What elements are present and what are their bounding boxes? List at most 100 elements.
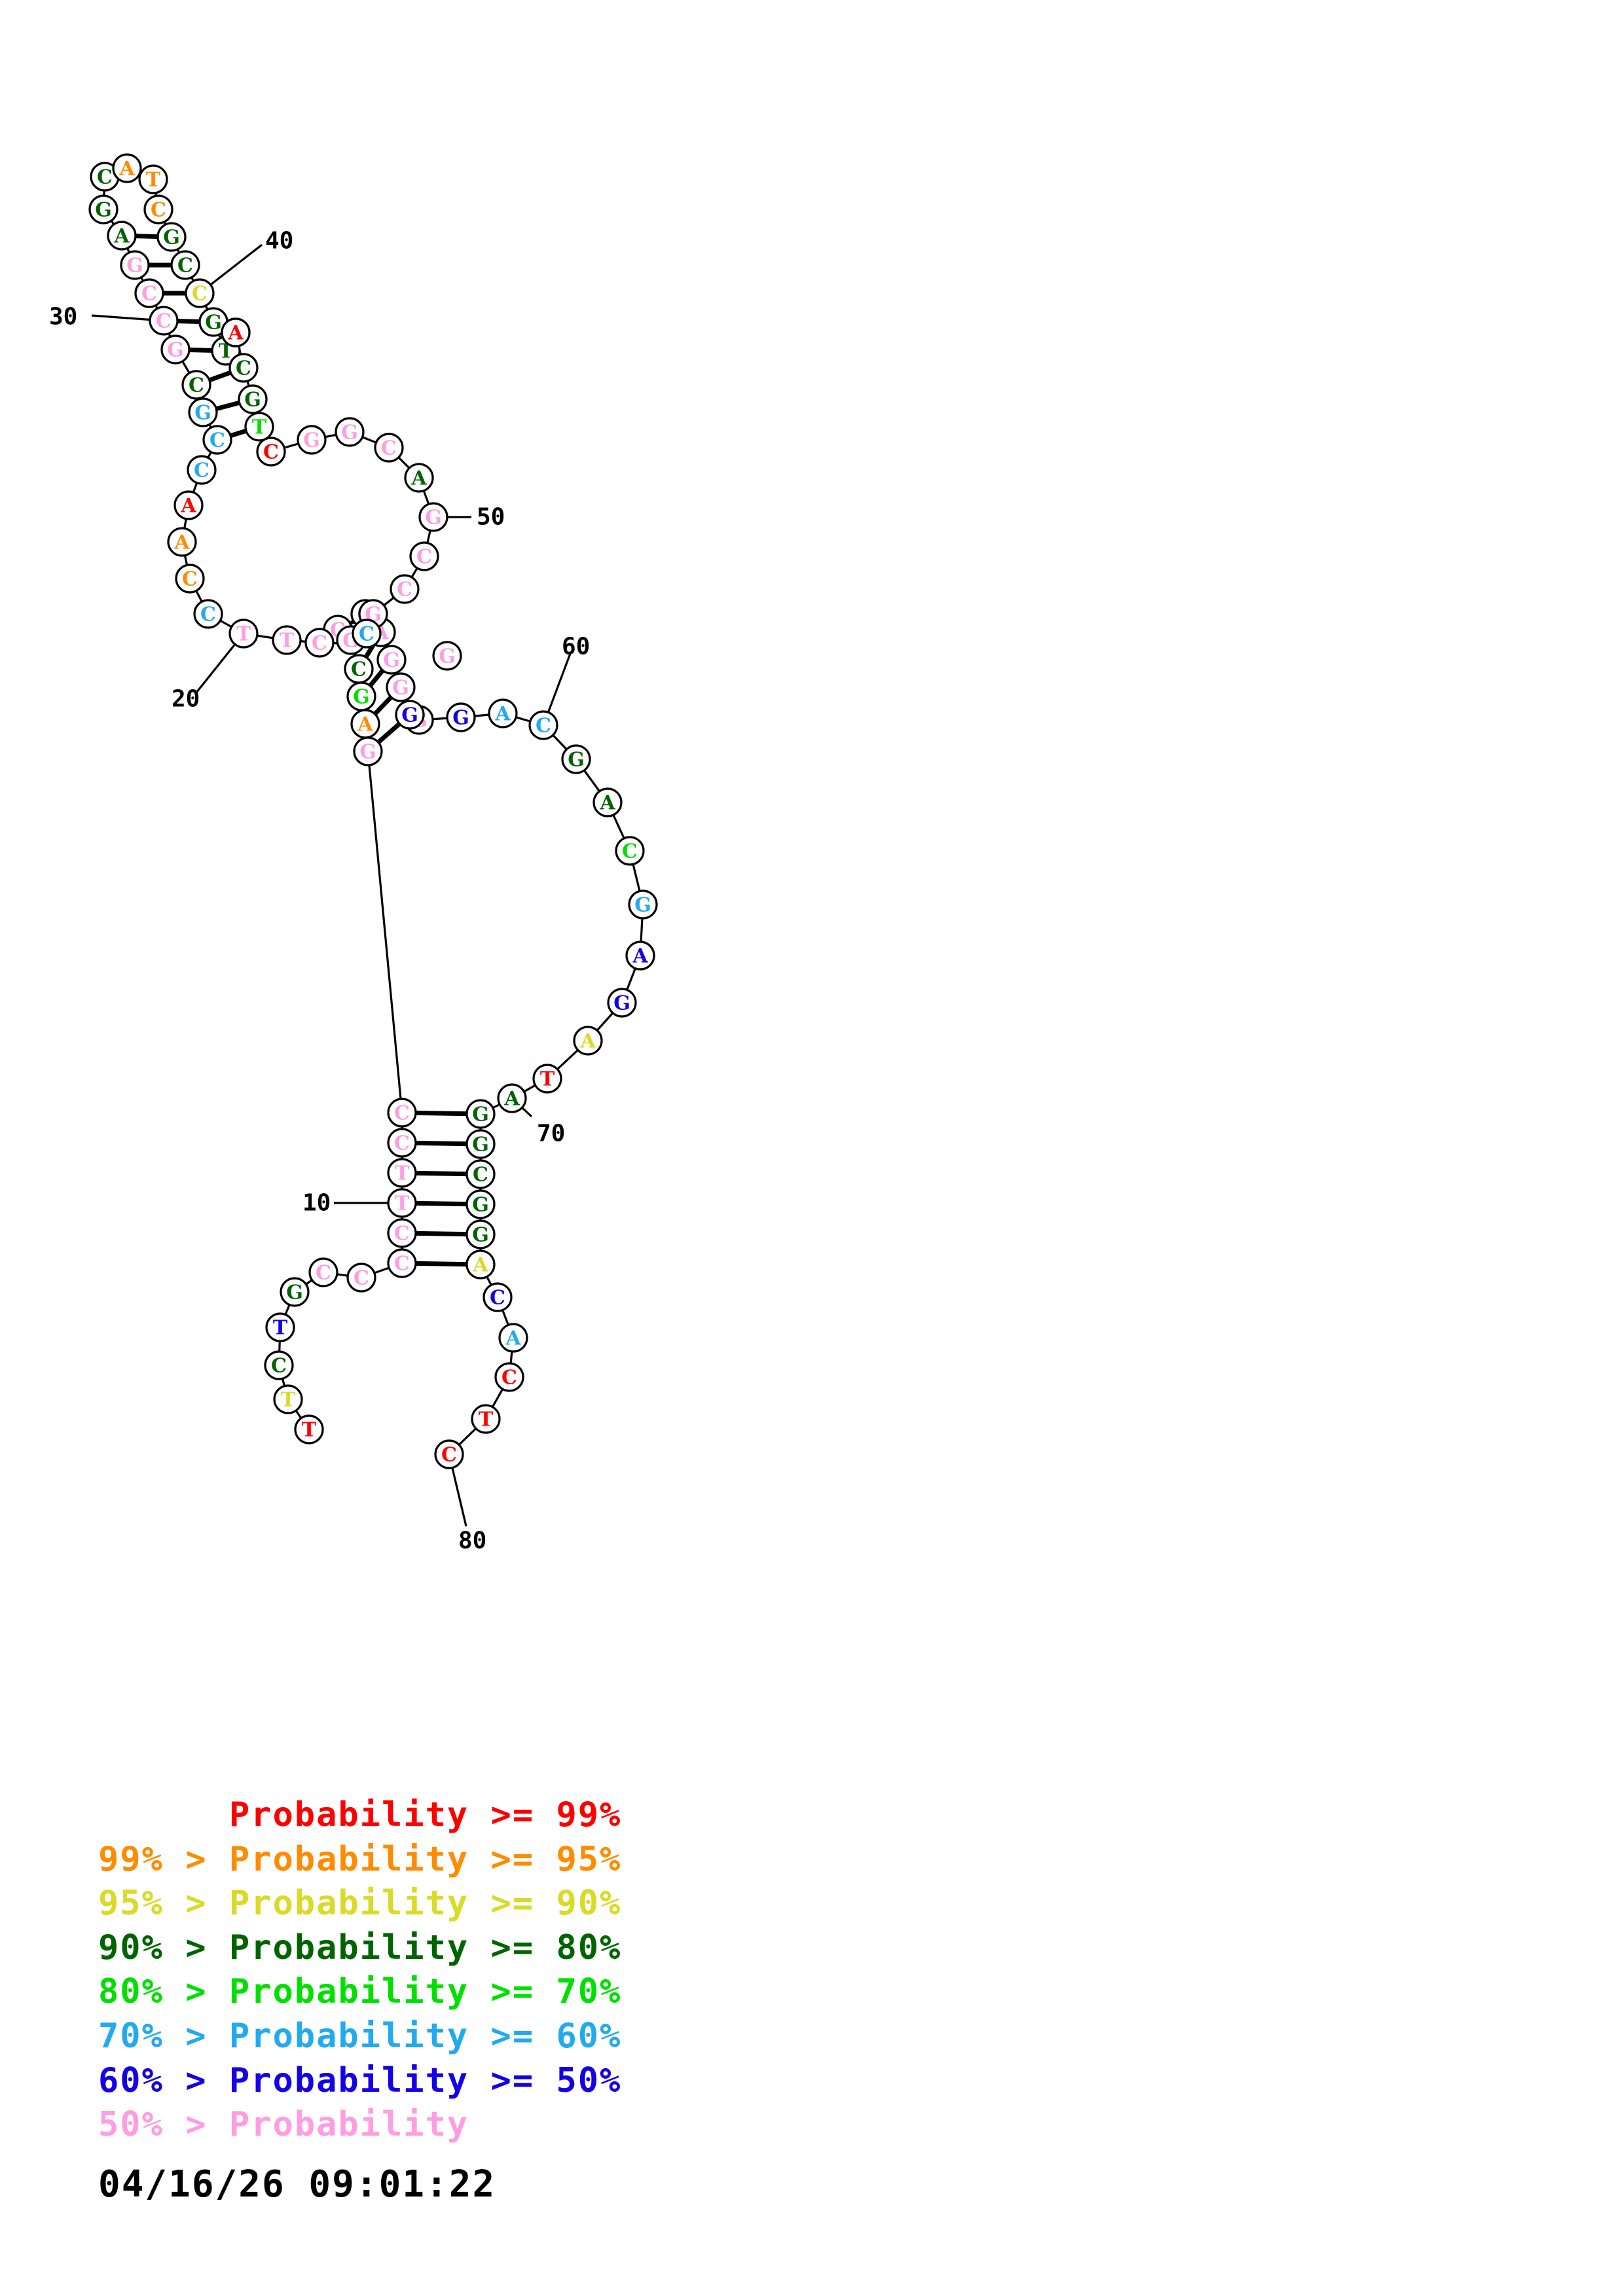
nucleotide-38: C	[187, 455, 217, 485]
nucleotide-61: C	[256, 437, 286, 467]
nucleotide-letter: T	[236, 623, 251, 646]
nucleotide-circle	[387, 1158, 417, 1188]
nucleotide-loop-g-right: G	[432, 641, 462, 671]
nucleotide-letter: A	[494, 703, 511, 726]
nucleotide-22: A	[488, 698, 518, 728]
nucleotide-71: C	[344, 654, 374, 684]
nucleotide-12: A	[497, 1083, 527, 1113]
nucleotide-circle	[390, 574, 420, 604]
nucleotide-circle	[404, 463, 434, 493]
nucleotide-83: G	[280, 1277, 310, 1307]
nucleotide-circle	[497, 1083, 527, 1113]
nucleotide-circle	[465, 1249, 496, 1280]
nucleotide-circle	[498, 1323, 528, 1353]
nucleotide-40: G	[188, 397, 218, 427]
nucleotide-circle	[465, 1219, 496, 1249]
nucleotide-7: G	[465, 1219, 496, 1249]
nucleotide-letter: C	[394, 1253, 410, 1276]
nucleotide-letter: C	[381, 437, 397, 460]
nucleotide-circle	[280, 1277, 310, 1307]
nucleotide-letter: G	[613, 992, 630, 1015]
position-label-40: 40	[265, 228, 293, 255]
nucleotide-circle	[134, 278, 164, 308]
nucleotide-letter: T	[280, 630, 295, 653]
nucleotide-74: G	[353, 736, 383, 766]
nucleotide-letter: G	[126, 255, 143, 278]
position-label-70: 70	[537, 1121, 565, 1147]
position-label-30: 30	[49, 304, 77, 331]
nucleotide-circle	[308, 1257, 338, 1287]
nucleotide-letter: A	[410, 467, 427, 490]
nucleotide-letter: A	[505, 1327, 521, 1350]
timestamp: 04/16/26 09:01:22	[98, 2162, 496, 2206]
nucleotide-circle	[149, 306, 179, 336]
nucleotide-circle	[465, 1159, 496, 1189]
nucleotide-circle	[607, 988, 637, 1018]
nucleotide-50: T	[138, 164, 168, 194]
nucleotide-33: T	[228, 619, 259, 649]
base-pair-bonds	[121, 233, 481, 1267]
nucleotide-10: G	[465, 1129, 496, 1159]
nucleotide-67: C	[409, 541, 439, 571]
nucleotide-52: G	[156, 222, 187, 252]
nucleotide-letter: A	[119, 158, 135, 181]
nucleotide-35: C	[175, 564, 205, 594]
nucleotide-letter: C	[200, 603, 216, 626]
nucleotide-45: G	[120, 250, 150, 280]
nucleotide-81: C	[346, 1263, 376, 1293]
nucleotide-85: C	[264, 1350, 294, 1380]
nucleotide-circle	[228, 619, 259, 649]
nucleotide-letter: C	[536, 715, 551, 738]
nucleotide-circle	[173, 490, 204, 520]
nucleotide-letter: A	[227, 322, 244, 345]
nucleotide-letter: G	[205, 312, 222, 334]
nucleotide-letter: G	[163, 226, 180, 249]
nucleotide-letter: G	[286, 1282, 303, 1304]
legend-row-plow: 50% > Probability	[0, 2103, 1623, 2147]
nucleotide-43: C	[149, 306, 179, 336]
nucleotide-circle	[434, 1439, 464, 1469]
nucleotide-circle	[386, 672, 416, 702]
nucleotide-letter: G	[452, 707, 469, 730]
nucleotide-circle	[418, 502, 448, 532]
nucleotide-circle	[170, 250, 200, 280]
legend-text-p60: 70% > Probability >= 60%	[98, 2016, 622, 2056]
nucleotide-8: G	[465, 1189, 496, 1219]
nucleotide-circle	[120, 250, 150, 280]
nucleotide-circle	[465, 1129, 496, 1159]
nucleotide-circle	[387, 1098, 417, 1128]
nucleotide-circle	[256, 437, 286, 467]
nucleotide-letter: C	[441, 1444, 457, 1467]
nucleotide-letter: G	[95, 199, 112, 222]
nucleotide-circle	[304, 628, 335, 658]
legend-text-p70: 80% > Probability >= 70%	[98, 1972, 622, 2012]
nucleotide-34: C	[193, 599, 223, 629]
nucleotide-14: A	[573, 1026, 603, 1056]
nucleotide-49: A	[112, 153, 142, 183]
nucleotide-25: G	[395, 700, 425, 730]
nucleotide-51: C	[143, 194, 173, 224]
nucleotide-layer: CTCACAGGCGGATAGAGCAGCAGGGGGAGCCTTCCAACCG…	[88, 153, 658, 1469]
nucleotide-letter: A	[599, 792, 615, 815]
legend-text-p80: 90% > Probability >= 80%	[98, 1928, 622, 1967]
nucleotide-letter: C	[192, 283, 208, 306]
nucleotide-4: A	[498, 1323, 528, 1353]
nucleotide-letter: A	[357, 713, 373, 736]
nucleotide-circle	[625, 941, 655, 971]
nucleotide-58: C	[228, 353, 259, 383]
nucleotide-48: C	[90, 162, 120, 192]
nucleotide-letter: T	[540, 1068, 555, 1091]
nucleotide-circle	[387, 1218, 417, 1248]
legend-row-p70: 80% > Probability >= 70%	[0, 1970, 1623, 2015]
nucleotide-42: G	[160, 334, 191, 365]
nucleotide-letter: G	[472, 1194, 489, 1217]
nucleotide-circle	[185, 278, 215, 308]
nucleotide-letter: G	[568, 749, 585, 772]
nucleotide-59: G	[238, 384, 268, 414]
nucleotide-letter: G	[383, 649, 400, 672]
nucleotide-77: T	[387, 1158, 417, 1188]
nucleotide-circle	[112, 153, 142, 183]
nucleotide-circle	[628, 889, 658, 920]
nucleotide-letter: C	[354, 1267, 369, 1290]
